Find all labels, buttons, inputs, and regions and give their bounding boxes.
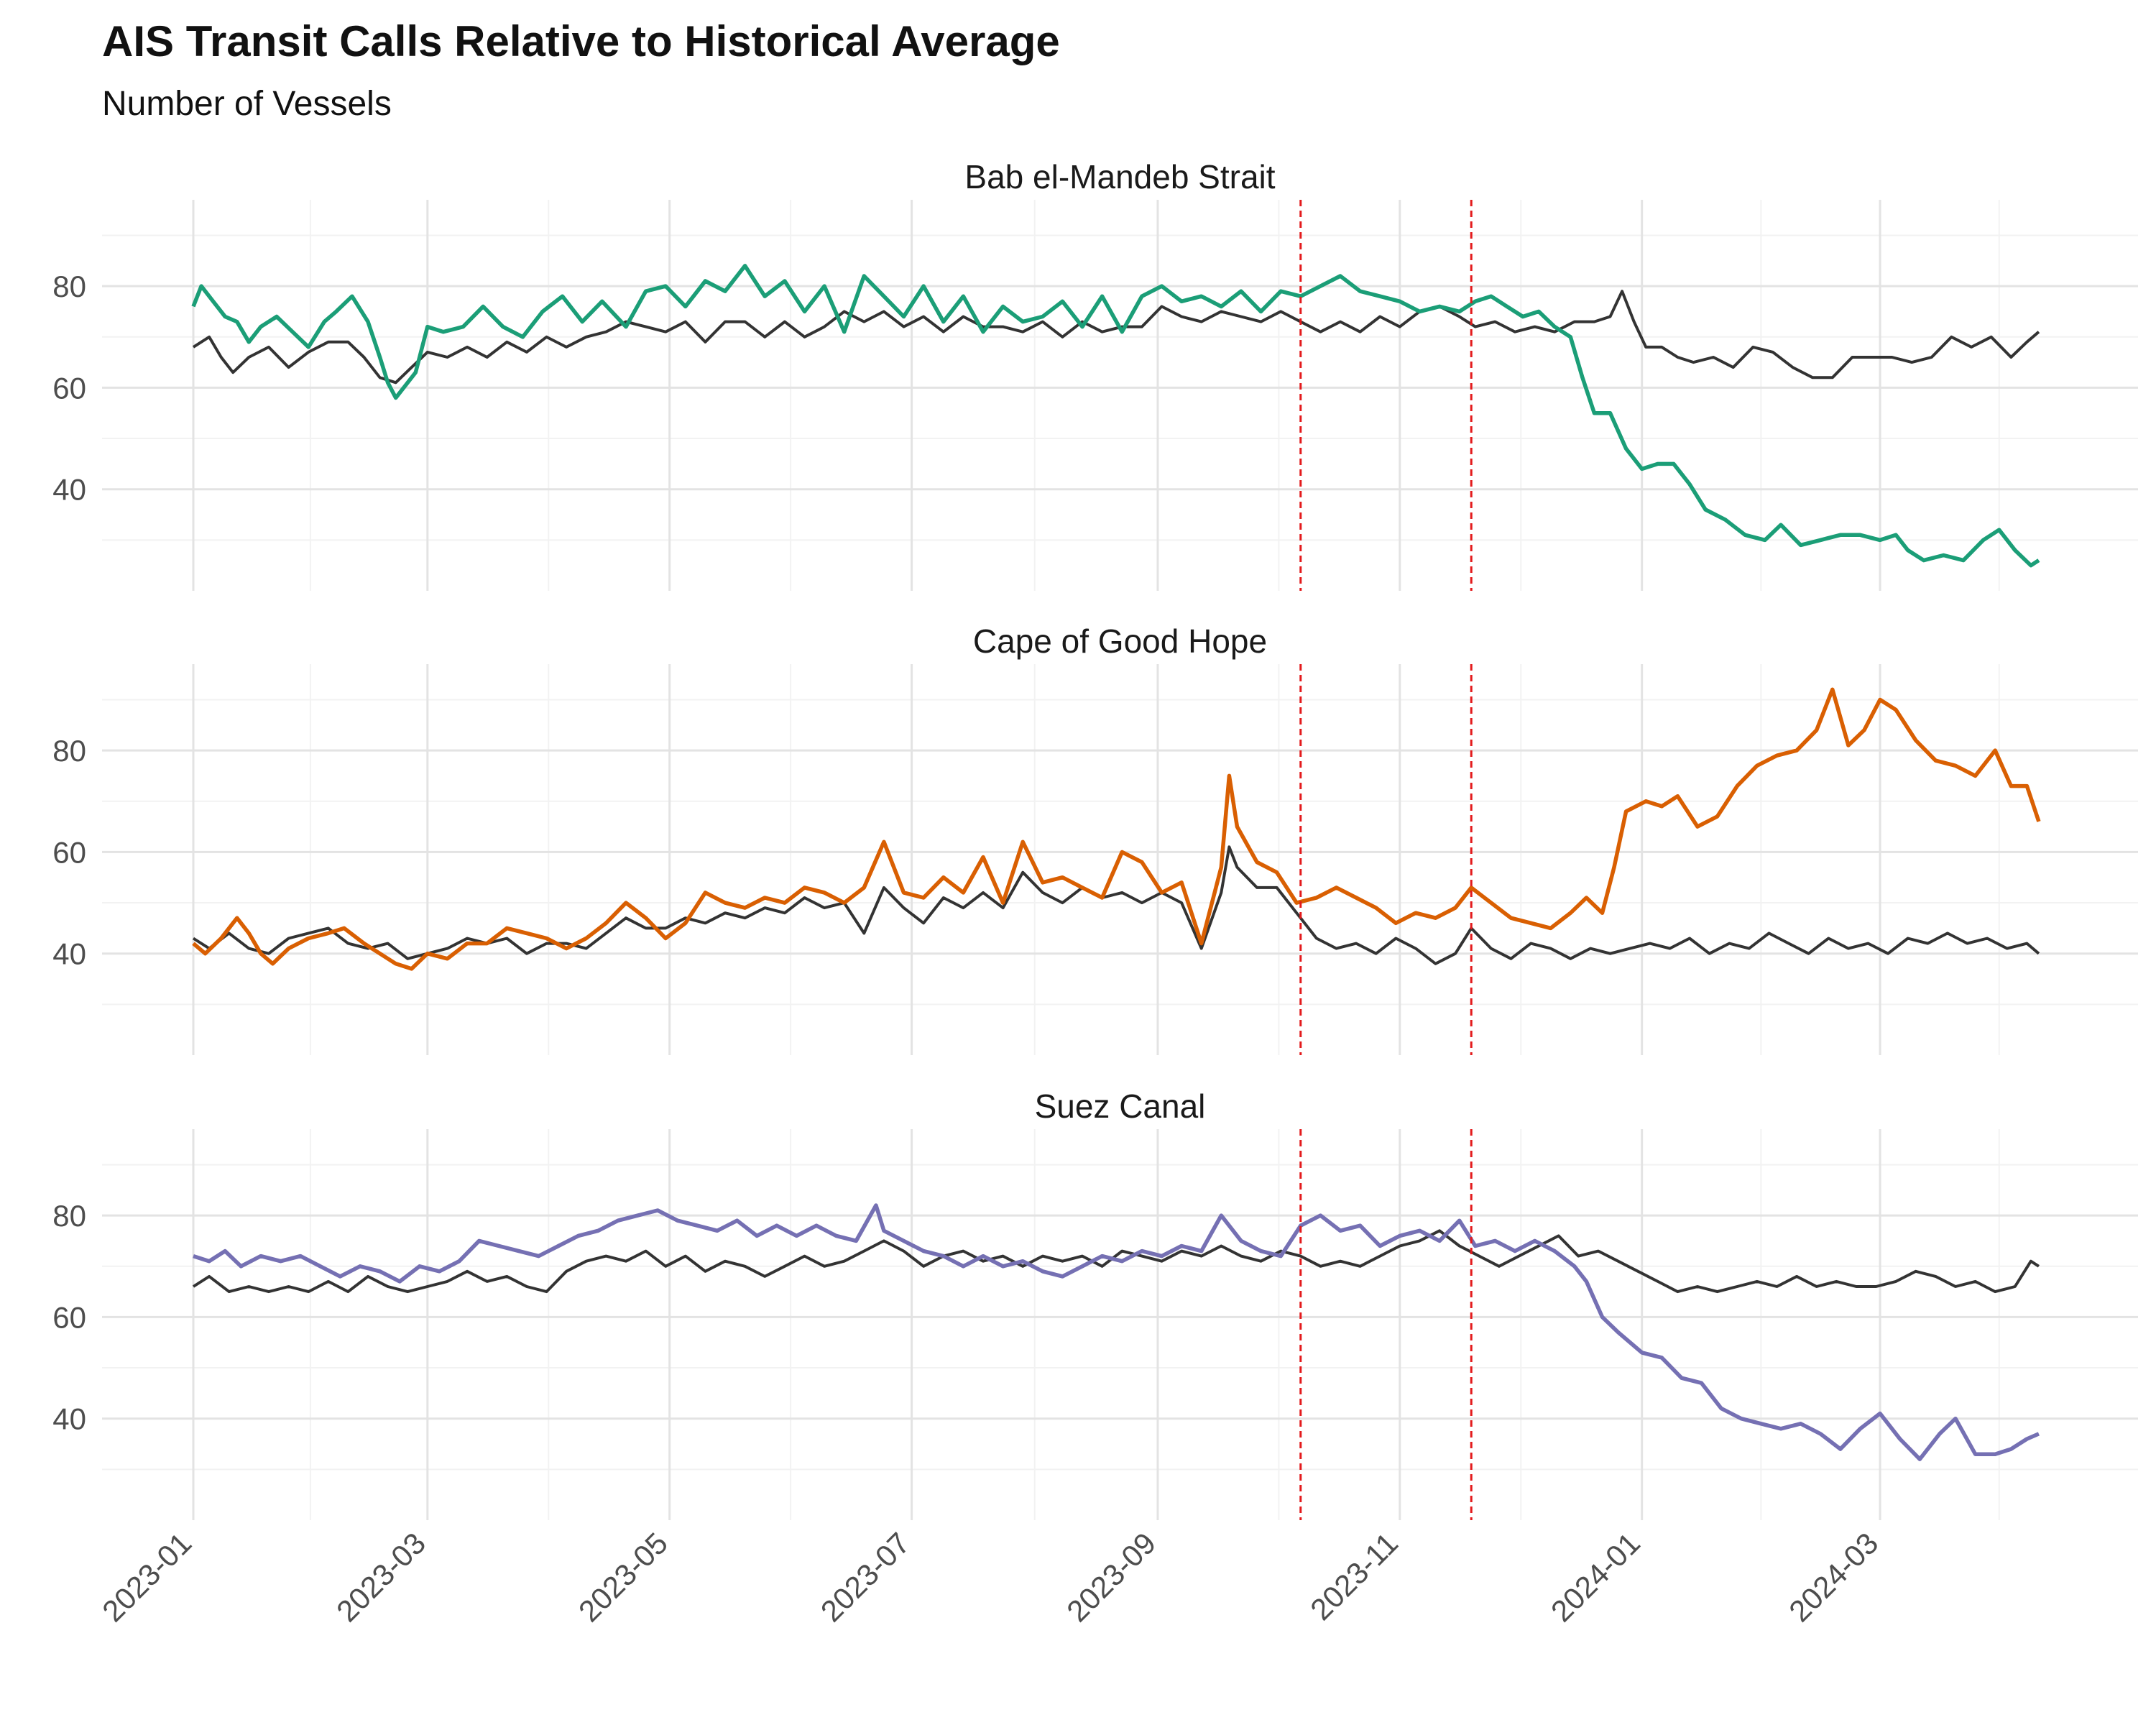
x-tick-label: 2023-05: [572, 1526, 674, 1628]
x-tick-label: 2023-07: [814, 1526, 916, 1628]
panel-cape-of-good-hope: Cape of Good Hope 40 60 80: [52, 622, 2138, 1055]
panel-bab-el-mandeb-strait: Bab el-Mandeb Strait 40 60 80: [52, 158, 2138, 591]
y-tick-label: 80: [52, 270, 86, 303]
y-tick-label: 40: [52, 473, 86, 507]
y-tick-label: 40: [52, 937, 86, 971]
x-tick-label: 2024-03: [1782, 1526, 1884, 1628]
x-tick-label: 2023-11: [1304, 1526, 1404, 1627]
x-tick-label: 2023-09: [1060, 1526, 1162, 1628]
historical-average-line: [192, 1229, 2040, 1294]
x-tick-label: 2024-01: [1544, 1526, 1646, 1628]
x-tick-label: 2023-03: [330, 1526, 432, 1628]
panel-suez-canal: Suez Canal 40 60 80: [52, 1087, 2138, 1520]
panel-title: Suez Canal: [1035, 1087, 1206, 1125]
y-tick-label: 60: [52, 835, 86, 869]
chart-subtitle: Number of Vessels: [102, 85, 392, 123]
y-tick-label: 60: [52, 1300, 86, 1334]
panel-title: Cape of Good Hope: [973, 622, 1267, 660]
x-tick-label: 2023-01: [96, 1526, 198, 1628]
y-tick-label: 60: [52, 371, 86, 405]
chart-title: AIS Transit Calls Relative to Historical…: [102, 17, 1060, 65]
series-line: [193, 1203, 2040, 1461]
historical-average-line: [192, 290, 2040, 385]
historical-average-line: [192, 845, 2040, 965]
y-tick-label: 40: [52, 1402, 86, 1436]
series-line: [192, 687, 2041, 971]
y-tick-label: 80: [52, 734, 86, 768]
series-line: [191, 264, 2040, 568]
panel-title: Bab el-Mandeb Strait: [964, 158, 1275, 196]
y-tick-label: 80: [52, 1199, 86, 1233]
x-axis: 2023-01 2023-03 2023-05 2023-07 2023-09 2023-…: [96, 1526, 1884, 1628]
